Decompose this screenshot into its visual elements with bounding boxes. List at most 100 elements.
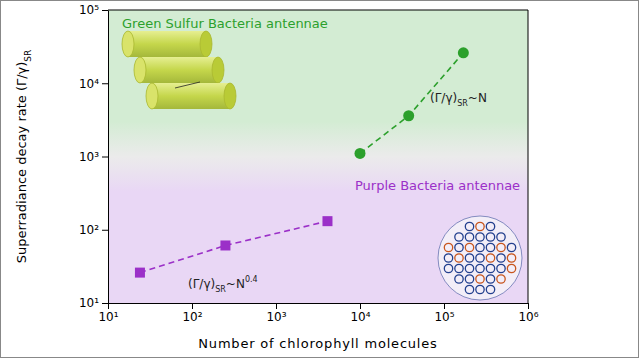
cylinder-marker <box>175 82 200 88</box>
sphere-ring <box>486 285 494 293</box>
data-point <box>322 216 332 226</box>
fit-label: (Γ/γ)SR~N <box>430 91 487 108</box>
cylinder-cap <box>200 31 212 57</box>
y-tick-label: 10² <box>79 223 99 237</box>
cylinder-cap <box>122 31 134 57</box>
fit-label-subscript: SR <box>457 99 468 108</box>
data-point <box>220 240 230 250</box>
data-point <box>135 268 145 278</box>
y-tick: 10⁴ <box>79 77 108 91</box>
x-tick: 10² <box>182 303 202 324</box>
sphere-ring <box>455 254 463 262</box>
sphere-ring <box>476 275 484 283</box>
sphere-ring <box>476 285 484 293</box>
plot-area <box>135 47 469 277</box>
sphere-ring <box>465 285 473 293</box>
x-tick-label: 10³ <box>266 310 286 324</box>
x-tick: 10⁵ <box>434 303 454 324</box>
illustrations <box>122 31 522 300</box>
x-axis-line <box>109 303 529 304</box>
y-tick: 10¹ <box>79 296 108 310</box>
x-tick-mark <box>528 303 529 309</box>
y-tick: 10⁵ <box>79 3 108 17</box>
y-tick: 10³ <box>79 150 108 164</box>
y-axis-title: Superradiance decay rate (Γ/γ)SR <box>14 50 33 264</box>
sphere-ring <box>486 275 494 283</box>
data-point <box>403 110 414 121</box>
sphere-ring <box>497 233 505 241</box>
sphere-ring <box>444 254 452 262</box>
sphere-ring <box>465 243 473 251</box>
y-tick-mark <box>102 303 108 304</box>
sphere-ring <box>465 264 473 272</box>
y-tick-mark <box>102 10 108 11</box>
sphere-ring <box>507 264 515 272</box>
fit-label: (Γ/γ)SR~N0.4 <box>188 275 258 294</box>
y-axis: 10¹ 10² 10³ 10⁴ 10⁵ <box>79 3 109 310</box>
sphere-ring <box>497 243 505 251</box>
x-tick-mark <box>108 303 109 309</box>
sphere-ring <box>486 233 494 241</box>
fit-label-suffix: ~N <box>226 277 245 291</box>
cylinder-cap <box>146 83 158 109</box>
sphere-ring <box>465 275 473 283</box>
sphere <box>438 216 522 300</box>
y-tick: 10² <box>79 223 108 237</box>
cylinder <box>146 83 236 109</box>
fit-label-suffix: ~N <box>468 91 487 105</box>
cylinder-cap <box>212 57 224 83</box>
cylinder <box>134 57 224 83</box>
sphere-ring <box>465 233 473 241</box>
sphere-ring <box>465 254 473 262</box>
y-axis-title-text: Superradiance decay rate (Γ/γ) <box>14 62 29 264</box>
x-tick-mark <box>192 303 193 309</box>
cylinder <box>122 31 212 57</box>
chart: 10¹10²10³10⁴10⁵10⁶10¹10²10³10⁴10⁵Number … <box>0 0 639 358</box>
cylinder-cap <box>224 83 236 109</box>
sphere-ring <box>497 275 505 283</box>
x-tick-mark <box>276 303 277 309</box>
sphere-ring <box>507 243 515 251</box>
sphere-ring <box>476 243 484 251</box>
sphere-ring <box>497 264 505 272</box>
sphere-ring <box>465 222 473 230</box>
fit-label-text: (Γ/γ) <box>430 91 457 105</box>
plot-frame <box>108 10 528 11</box>
cylinder-body <box>128 31 206 57</box>
series-label: Green Sulfur Bacteria antennae <box>122 16 328 31</box>
sphere-ring <box>455 275 463 283</box>
y-tick-label: 10⁴ <box>79 77 99 91</box>
x-tick: 10⁴ <box>350 303 370 324</box>
data-point <box>458 47 469 58</box>
x-tick: 10³ <box>266 303 286 324</box>
x-tick-label: 10⁵ <box>434 310 454 324</box>
cylinder-cap <box>134 57 146 83</box>
sphere-ring <box>486 264 494 272</box>
sphere-ring <box>444 243 452 251</box>
y-axis-title-subscript: SR <box>23 50 33 62</box>
y-axis-line <box>108 11 109 304</box>
y-tick-label: 10³ <box>79 150 99 164</box>
x-tick: 10¹ <box>98 303 118 324</box>
sphere-ring <box>455 264 463 272</box>
plot-background <box>108 10 528 303</box>
sphere-ring <box>507 254 515 262</box>
series-line <box>140 221 328 272</box>
figure-border <box>1 1 639 358</box>
sphere-ring <box>444 264 452 272</box>
y-tick-mark <box>102 157 108 158</box>
x-tick-label: 10¹ <box>98 310 118 324</box>
sphere-ring <box>476 233 484 241</box>
data-point <box>355 148 366 159</box>
series-label: Purple Bacteria antennae <box>355 178 520 193</box>
y-tick-mark <box>102 83 108 84</box>
sphere-ring <box>486 222 494 230</box>
y-tick-mark <box>102 230 108 231</box>
sphere-ring <box>455 243 463 251</box>
plot-frame <box>528 10 529 303</box>
x-axis-title: Number of chlorophyll molecules <box>198 336 437 351</box>
sphere-ring <box>455 233 463 241</box>
sphere-ring <box>476 264 484 272</box>
sphere-ring <box>497 254 505 262</box>
sphere-ring <box>486 254 494 262</box>
